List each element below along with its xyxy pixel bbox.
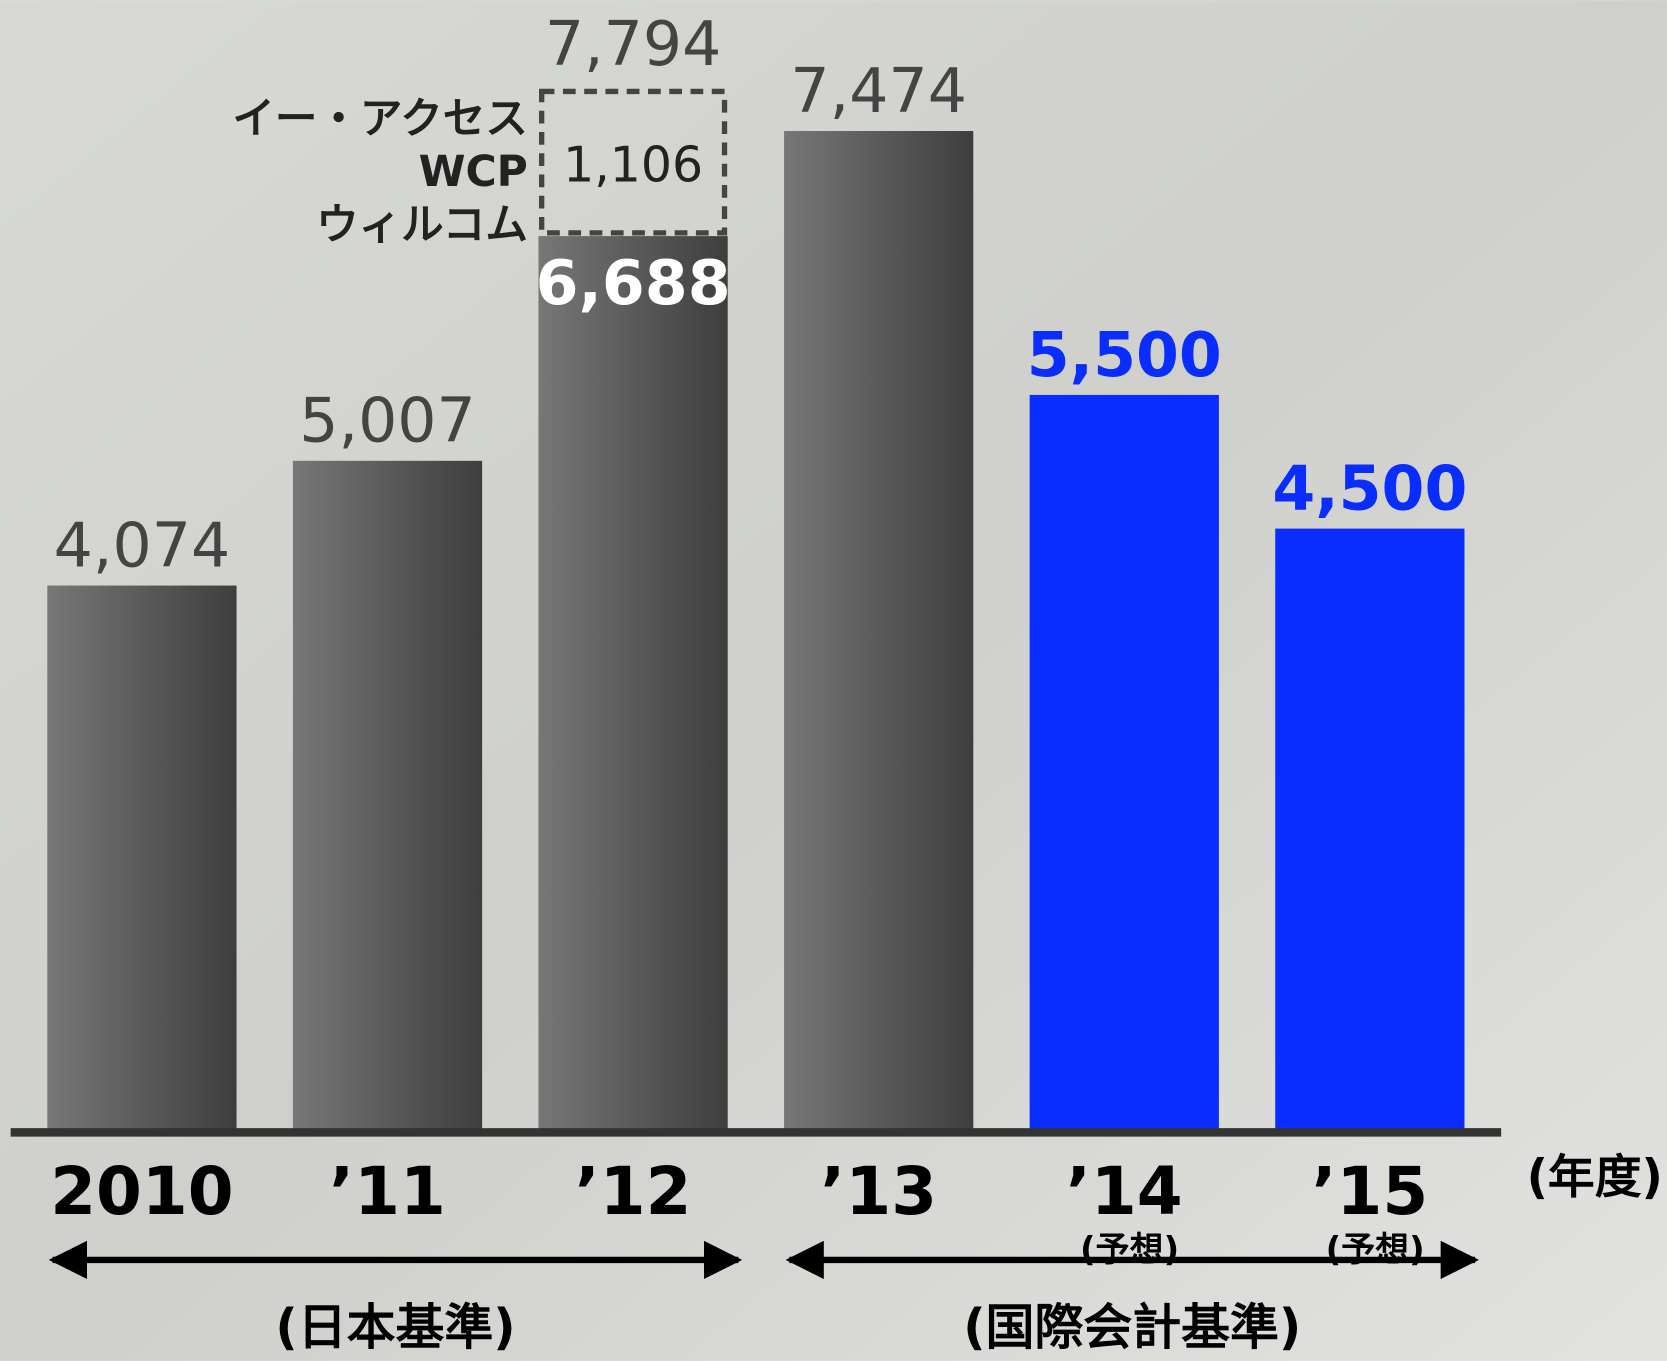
x-tick-label: ’13: [820, 1153, 937, 1230]
value-label: 6,688: [536, 247, 731, 319]
segment-label: 1,106: [563, 136, 703, 193]
segment-name: WCP: [419, 148, 528, 197]
bar: [47, 585, 237, 1131]
bar: [784, 131, 974, 1131]
stacked-segment: [539, 88, 728, 236]
bar: [1029, 394, 1219, 1131]
x-sublabel: (予想): [1080, 1230, 1179, 1270]
x-tick-label: ’15: [1311, 1153, 1428, 1230]
value-label: 5,007: [299, 385, 476, 457]
period-label: (国際会計基準): [963, 1299, 1301, 1356]
total-label: 7,794: [545, 8, 722, 80]
x-sublabel: (予想): [1326, 1230, 1425, 1270]
x-unit: (年度): [1527, 1151, 1663, 1205]
x-tick-label: ’12: [575, 1153, 692, 1230]
segment-name: ウィルコム: [316, 201, 528, 250]
segment-name: イー・アクセス: [232, 95, 527, 144]
period-label: (日本基準): [275, 1299, 515, 1356]
value-label: 5,500: [1027, 319, 1222, 391]
value-label: 7,474: [790, 55, 967, 127]
x-tick-label: 2010: [50, 1153, 233, 1230]
x-tick-label: ’14: [1066, 1153, 1183, 1230]
bar: [292, 460, 483, 1131]
value-label: 4,074: [54, 509, 231, 581]
bar: [538, 236, 728, 1131]
x-tick-label: ’11: [329, 1153, 446, 1230]
bar: [1275, 528, 1465, 1131]
value-label: 4,500: [1272, 452, 1467, 524]
